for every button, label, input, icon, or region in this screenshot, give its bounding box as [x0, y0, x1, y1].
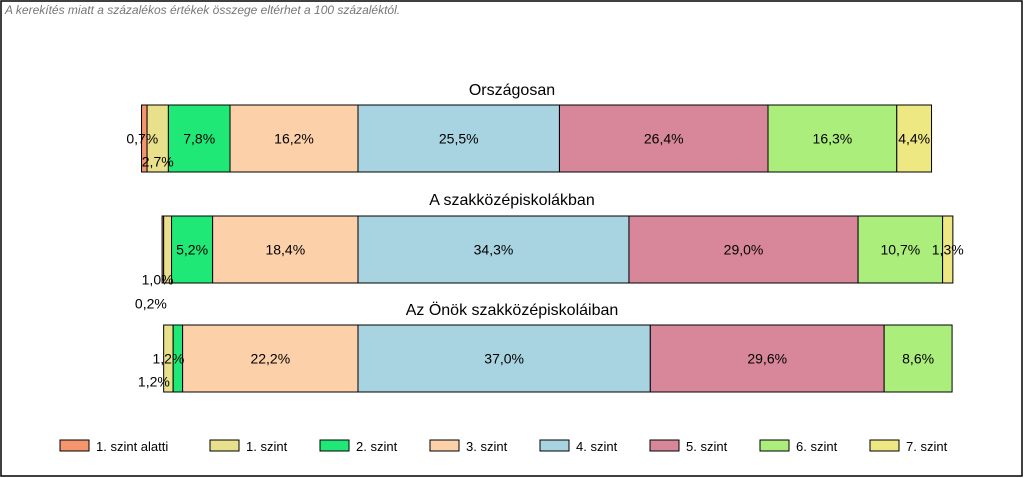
legend-label: 1. szint	[246, 439, 288, 454]
legend-swatch	[209, 439, 240, 452]
data-label: 8,6%	[902, 351, 934, 367]
legend-item-7: 7. szint	[869, 439, 948, 454]
data-label: 16,2%	[274, 131, 314, 147]
bar-segment-level-3	[229, 104, 359, 173]
legend-swatch	[539, 439, 570, 452]
panel-3: Az Önök szakközépiskoláiban 1,2% 1,2% 22,2%…	[138, 301, 953, 393]
legend-item-2: 2. szint	[319, 439, 398, 454]
data-label: 10,7%	[880, 242, 920, 258]
bar-segment-level-4	[357, 215, 630, 284]
bar-segment-level-6	[883, 324, 953, 393]
panel-1: Országosan 0,7% 2,7% 7,8% 16,2% 25,5% 26,4% 16,…	[126, 82, 933, 173]
data-label: 0,7%	[126, 131, 158, 147]
legend-item-1: 1. szint	[209, 439, 288, 454]
legend-label: 4. szint	[576, 439, 618, 454]
data-label: 29,0%	[724, 242, 764, 258]
legend-item-6: 6. szint	[759, 439, 838, 454]
legend-label: 3. szint	[466, 439, 508, 454]
bar-segment-level-7	[896, 104, 933, 173]
bar-segment-level-5	[558, 104, 769, 173]
legend-label: 6. szint	[796, 439, 838, 454]
data-label: 4,4%	[898, 131, 930, 147]
legend-swatch	[759, 439, 790, 452]
legend-swatch	[869, 439, 900, 452]
bar-segment-level-2	[167, 104, 231, 173]
legend-label: 5. szint	[686, 439, 728, 454]
data-label: 34,3%	[474, 242, 514, 258]
data-label: 26,4%	[644, 131, 684, 147]
legend-swatch	[59, 439, 90, 452]
bar-segment-level-5	[649, 324, 885, 393]
rounding-note: A kerekítés miatt a százalékos értékek ö…	[5, 3, 401, 17]
legend-swatch	[429, 439, 460, 452]
bar-segment-level-6	[767, 104, 898, 173]
legend-item-5: 5. szint	[649, 439, 728, 454]
bar-segment-level-3	[182, 324, 359, 393]
data-label: 0,2%	[135, 296, 167, 312]
data-label: 5,2%	[176, 242, 208, 258]
data-label: 1,3%	[932, 242, 964, 258]
data-label: 37,0%	[484, 351, 524, 367]
data-label: 1,0%	[142, 272, 174, 288]
legend-label: 2. szint	[356, 439, 398, 454]
data-label: 18,4%	[265, 242, 305, 258]
bar-segment-level-3	[212, 215, 359, 284]
legend-item-4: 4. szint	[539, 439, 618, 454]
bar-segment-level-2	[171, 215, 214, 284]
panel-title: A szakközépiskolákban	[429, 192, 594, 209]
legend-label: 7. szint	[906, 439, 948, 454]
bar-segment-level-4	[357, 324, 651, 393]
legend-swatch	[649, 439, 680, 452]
bar-segment-level-5	[628, 215, 859, 284]
data-label: 2,7%	[142, 154, 174, 170]
panel-title: Országosan	[469, 82, 555, 99]
data-label: 29,6%	[747, 351, 787, 367]
panel-title: Az Önök szakközépiskoláiban	[406, 301, 619, 319]
data-label: 7,8%	[183, 131, 215, 147]
data-label: 22,2%	[250, 351, 290, 367]
legend-item-3: 3. szint	[429, 439, 508, 454]
panel-2: A szakközépiskolákban 0,2% 1,0%5,2% 18,4% 34…	[135, 192, 964, 312]
bar-segment-level-7	[942, 215, 954, 284]
data-label: 16,3%	[813, 131, 853, 147]
legend-label: 1. szint alatti	[96, 439, 168, 454]
bar-segment-level-6	[857, 215, 944, 284]
legend-swatch	[319, 439, 350, 452]
legend-item-0: 1. szint alatti	[59, 439, 168, 454]
data-label: 1,2%	[152, 351, 184, 367]
data-label: 25,5%	[439, 131, 479, 147]
data-label: 1,2%	[138, 374, 170, 390]
